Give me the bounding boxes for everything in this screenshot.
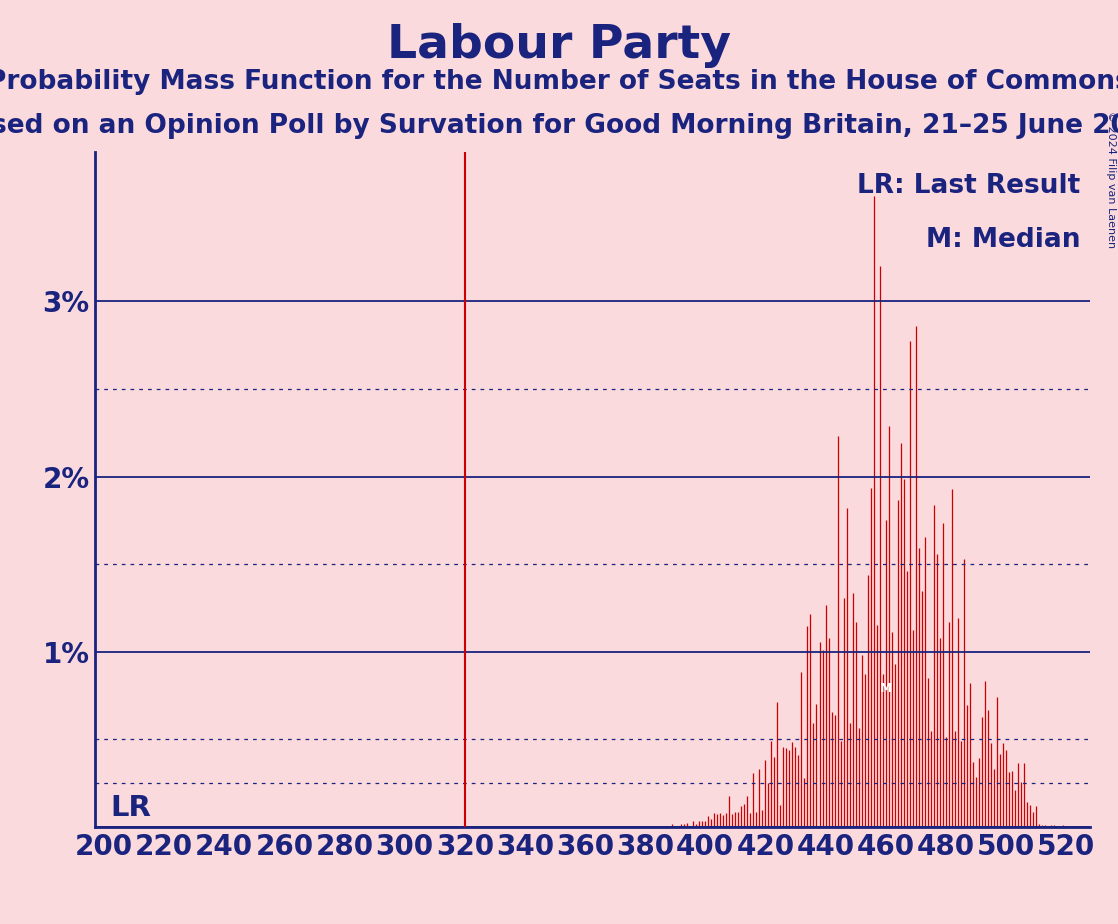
Text: LR: Last Result: LR: Last Result bbox=[856, 173, 1080, 199]
Text: Probability Mass Function for the Number of Seats in the House of Commons: Probability Mass Function for the Number… bbox=[0, 69, 1118, 95]
Text: M: Median: M: Median bbox=[926, 226, 1080, 252]
Text: © 2024 Filip van Laenen: © 2024 Filip van Laenen bbox=[1106, 111, 1116, 248]
Text: M: M bbox=[880, 683, 892, 696]
Text: Based on an Opinion Poll by Survation for Good Morning Britain, 21–25 June 2024: Based on an Opinion Poll by Survation fo… bbox=[0, 113, 1118, 139]
Text: LR: LR bbox=[110, 794, 151, 821]
Text: Labour Party: Labour Party bbox=[387, 23, 731, 68]
